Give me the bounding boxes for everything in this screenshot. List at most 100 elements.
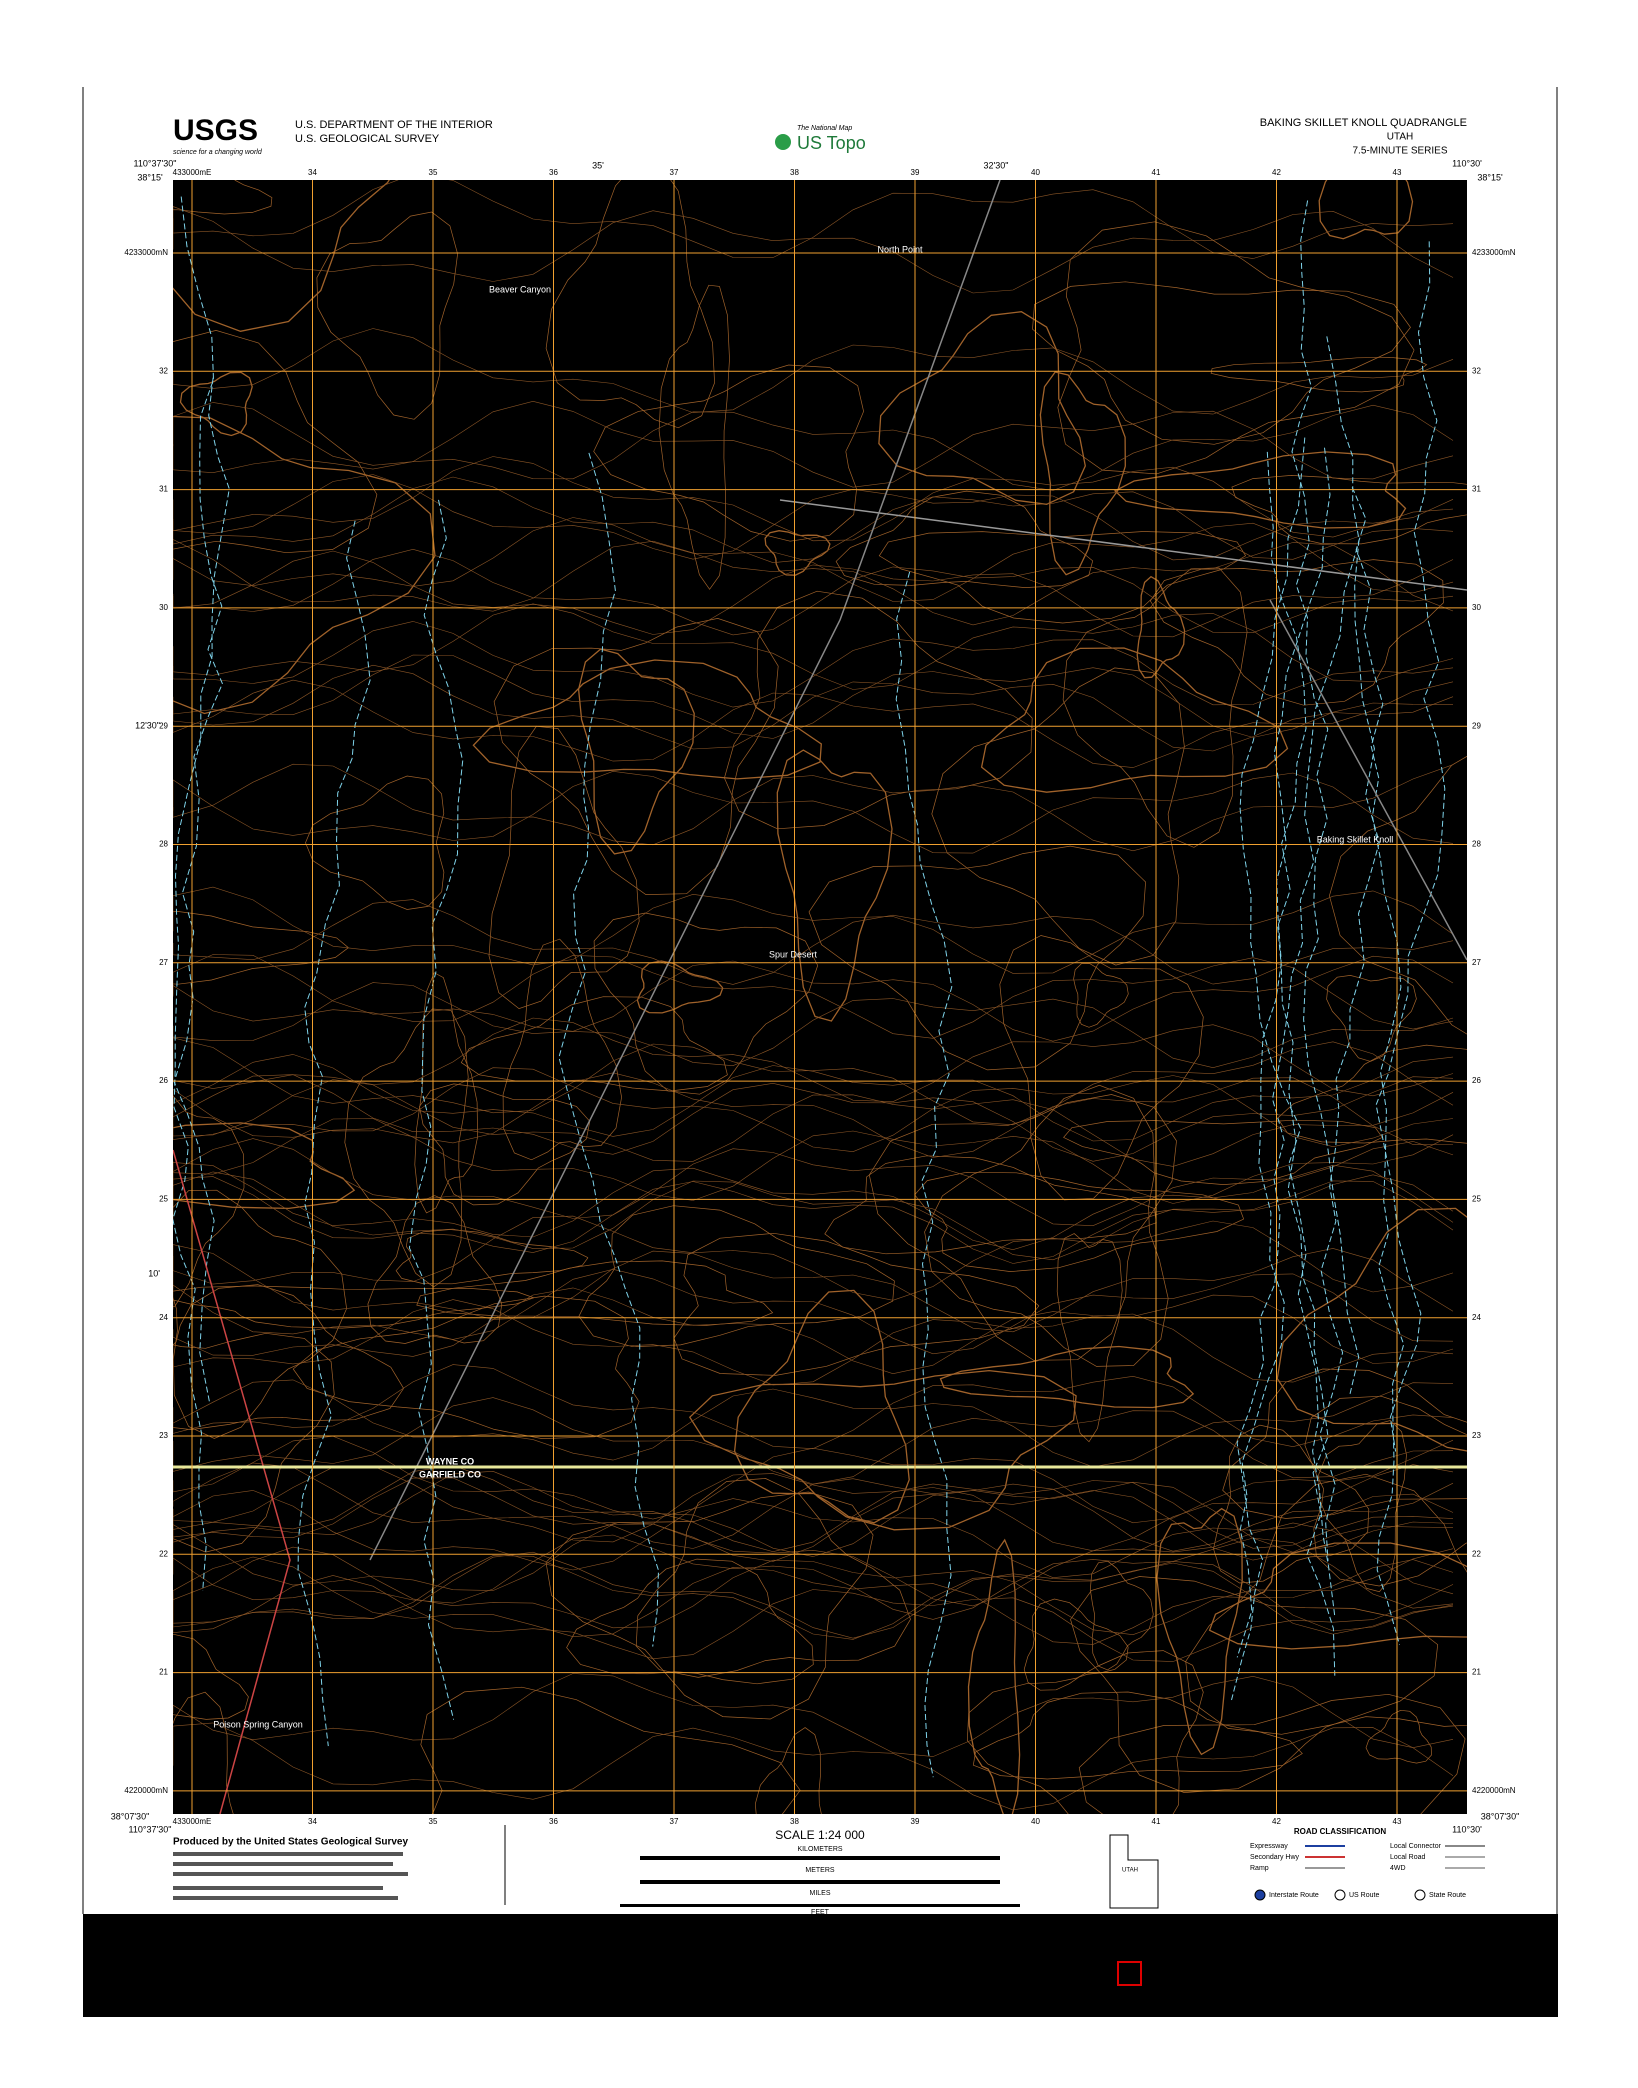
quad-title: BAKING SKILLET KNOLL QUADRANGLE	[1260, 117, 1467, 129]
contour-line	[1326, 975, 1417, 1062]
contour-line	[724, 590, 1033, 830]
contour-line	[1089, 1560, 1154, 1671]
department: U.S. DEPARTMENT OF THE INTERIOR	[295, 119, 493, 131]
easting-label: 36	[549, 168, 558, 177]
contour-line	[173, 180, 273, 215]
corner-label: 110°30'	[1452, 1824, 1482, 1834]
contour-line	[733, 1289, 910, 1524]
legend-label: 4WD	[1390, 1865, 1406, 1872]
bottom-band	[83, 1914, 1558, 2017]
place-name: GARFIELD CO	[419, 1469, 481, 1479]
national-map: The National Map	[797, 125, 852, 132]
contour-line	[173, 1285, 535, 1329]
contour-line	[1329, 755, 1467, 1035]
stream	[1291, 200, 1360, 1395]
easting-label: 433000mE	[173, 168, 212, 177]
contour-line	[173, 1673, 1454, 1757]
contour-line	[173, 954, 1454, 1039]
northing-label: 30	[159, 603, 168, 612]
contour-line	[1318, 1420, 1407, 1593]
contour-line	[173, 1364, 1454, 1450]
legend-label: Expressway	[1250, 1843, 1288, 1850]
northing-label: 28	[1472, 840, 1481, 849]
place-name: North Point	[877, 244, 923, 254]
contour-line	[764, 530, 831, 576]
northing-label: 24	[159, 1313, 168, 1322]
marker	[1117, 1961, 1142, 1986]
easting-label: 38	[790, 168, 799, 177]
contour-line	[1136, 575, 1186, 679]
easting-label: 43	[1393, 168, 1402, 177]
stream	[1273, 447, 1336, 1676]
contour-line	[1277, 1044, 1467, 1144]
northing-label: 4233000mN	[124, 248, 168, 257]
stream	[558, 452, 660, 1647]
contour-line	[173, 679, 1454, 768]
contour-line	[173, 402, 1454, 491]
contour-line	[292, 1295, 640, 1439]
stream	[1231, 546, 1358, 1701]
contour-line	[173, 415, 436, 715]
contour-line	[173, 539, 1454, 626]
contour-line	[419, 1083, 591, 1206]
place-name: Poison Spring Canyon	[213, 1719, 303, 1729]
contour-line	[1062, 567, 1248, 848]
contour-line	[173, 1465, 1454, 1553]
northing-label: 21	[159, 1668, 168, 1677]
edge-tick: 10'	[148, 1268, 160, 1278]
contour-line	[173, 621, 1454, 708]
scale: SCALE 1:24 000	[775, 1828, 865, 1842]
corner-label: 110°37'30"	[129, 1824, 172, 1834]
contour-line	[173, 1162, 1454, 1251]
contour-line	[173, 550, 1454, 638]
contour-line	[173, 1244, 1454, 1333]
road	[1269, 599, 1467, 961]
contour-line	[173, 474, 1454, 561]
contour-line	[173, 1633, 249, 1720]
contour-line	[173, 1284, 405, 1430]
contour-line	[173, 1575, 1454, 1662]
northing-label: 23	[1472, 1431, 1481, 1440]
corner-label: 110°30'	[1452, 158, 1482, 168]
northing-label: 23	[159, 1431, 168, 1440]
contour-line	[754, 1727, 822, 1814]
contour-line	[173, 1397, 1454, 1485]
corner-label: 38°07'30"	[111, 1811, 150, 1821]
corner-label: 38°07'30"	[1481, 1811, 1520, 1821]
contour-line	[173, 1054, 1454, 1142]
route-icon	[1254, 1889, 1266, 1901]
contour-line	[173, 180, 1454, 259]
contour-line	[173, 1037, 1454, 1126]
contour-line	[835, 490, 1094, 588]
scale-unit: KILOMETERS	[797, 1846, 842, 1853]
place-name: Baking Skillet Knoll	[1317, 834, 1394, 844]
stream	[895, 571, 953, 1778]
northing-label: 21	[1472, 1668, 1481, 1677]
stream	[1351, 487, 1405, 1645]
contour-line	[1304, 1395, 1467, 1587]
stream	[1319, 336, 1380, 1562]
contour-line	[173, 954, 1454, 1042]
contour-line	[635, 1478, 911, 1678]
easting-label: 39	[911, 1817, 920, 1826]
contour-line	[578, 1205, 895, 1348]
road	[779, 499, 1467, 591]
scale-unit: MILES	[809, 1890, 830, 1897]
contour-line	[1185, 1473, 1467, 1735]
stream	[408, 499, 464, 1720]
contour-line	[577, 648, 695, 855]
contour-line	[367, 1195, 503, 1344]
stream	[297, 520, 371, 1747]
easting-label: 40	[1031, 1817, 1040, 1826]
contour-line	[173, 1176, 1454, 1264]
easting-label: 35	[429, 1817, 438, 1826]
produced-by: Produced by the United States Geological…	[173, 1837, 408, 1848]
usgs-logo: USGS	[173, 114, 258, 147]
contour-line	[868, 1094, 1177, 1361]
contour-line	[173, 400, 1454, 488]
contour-line	[173, 1546, 1454, 1636]
contour-line	[173, 456, 1454, 542]
road	[369, 180, 1001, 1561]
contour-line	[966, 1650, 1204, 1814]
contour-line	[488, 725, 640, 1009]
